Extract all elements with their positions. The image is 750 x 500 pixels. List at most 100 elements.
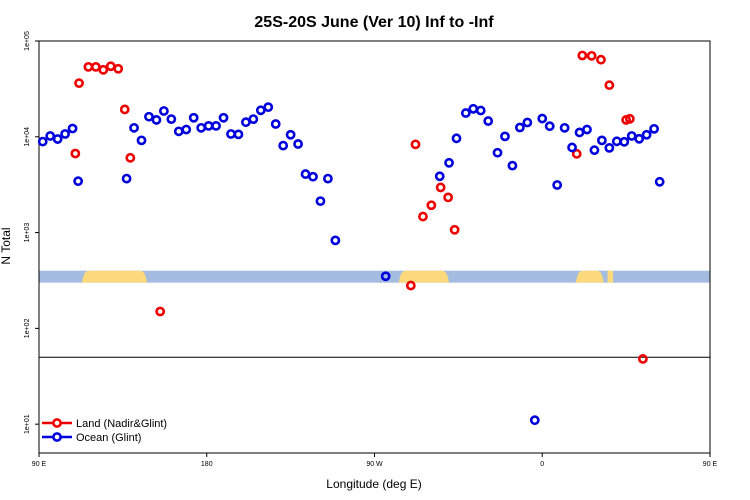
data-point	[626, 131, 637, 141]
data-point	[188, 112, 199, 123]
data-point	[119, 104, 130, 115]
data-point	[449, 224, 460, 235]
data-point	[211, 120, 221, 131]
data-point	[577, 50, 588, 61]
data-point	[435, 182, 446, 193]
data-point	[544, 121, 555, 132]
data-point	[203, 120, 214, 131]
data-point	[507, 160, 518, 171]
data-point	[380, 271, 391, 282]
data-point	[475, 105, 486, 116]
data-point	[537, 113, 548, 124]
data-point	[125, 152, 136, 163]
data-point	[166, 114, 177, 124]
data-point	[263, 102, 274, 113]
x-tick-label: 180	[201, 461, 213, 468]
data-point	[144, 111, 154, 122]
chart-title: 25S-20S June (Ver 10) Inf to -Inf	[254, 14, 494, 31]
data-point	[121, 173, 132, 184]
data-points	[37, 50, 665, 426]
y-tick-label: 1e+02	[24, 318, 31, 338]
plot-frame	[38, 40, 711, 454]
data-point	[218, 112, 229, 123]
surface-band	[39, 270, 710, 283]
data-point	[90, 61, 101, 72]
data-point	[443, 192, 454, 203]
data-point	[233, 129, 244, 140]
data-point	[158, 106, 169, 116]
legend: Land (Nadir&Glint) Ocean (Glint)	[42, 418, 167, 444]
data-point	[483, 116, 494, 126]
data-point	[255, 105, 266, 116]
data-point	[451, 133, 462, 144]
x-tick-label: 90 E	[32, 461, 47, 468]
data-point	[619, 136, 630, 147]
data-point	[278, 140, 289, 151]
data-point	[196, 122, 207, 133]
land-patch	[607, 270, 614, 283]
legend-label: Land (Nadir&Glint)	[76, 418, 167, 430]
data-point	[83, 61, 94, 72]
data-point	[60, 129, 70, 139]
data-point	[181, 124, 192, 135]
land-patch	[575, 270, 604, 283]
y-tick-label: 1e+03	[24, 223, 31, 243]
data-point	[567, 142, 577, 153]
data-point	[638, 354, 648, 364]
x-axis: 90 E 180 90 W 0 90 E	[32, 453, 718, 468]
data-point	[468, 103, 479, 114]
data-point	[596, 135, 607, 146]
land-patch	[81, 270, 148, 283]
data-point	[226, 129, 236, 139]
y-tick-label: 1e+04	[24, 127, 31, 147]
data-point	[74, 78, 84, 89]
y-axis: 1e+01 1e+02 1e+03 1e+04 1e+05	[24, 31, 39, 434]
x-tick-label: 90 E	[703, 461, 718, 468]
data-point	[300, 169, 311, 179]
data-point	[611, 136, 622, 147]
data-point	[330, 235, 341, 246]
data-point	[582, 124, 592, 135]
data-point	[37, 136, 48, 147]
data-point	[500, 131, 510, 142]
data-point	[129, 122, 139, 133]
y-tick-label: 1e+01	[24, 414, 31, 434]
y-axis-label: N Total	[0, 227, 13, 264]
data-point	[589, 145, 600, 156]
data-point	[240, 117, 251, 128]
legend-label: Ocean (Glint)	[76, 432, 141, 444]
data-point	[460, 108, 471, 118]
data-point	[571, 148, 582, 159]
data-point	[604, 80, 615, 91]
data-point	[285, 129, 296, 140]
data-point	[98, 64, 109, 75]
data-point	[113, 63, 124, 74]
land-patch	[398, 270, 450, 283]
data-point	[426, 200, 437, 211]
data-point	[522, 117, 533, 128]
data-point	[552, 180, 563, 190]
data-point	[151, 115, 162, 125]
data-point	[67, 123, 78, 134]
data-point	[514, 122, 525, 133]
y-tick-label: 1e+05	[24, 31, 31, 51]
x-tick-label: 90 W	[366, 461, 383, 468]
data-point	[649, 123, 659, 134]
ocean-series	[37, 102, 665, 426]
data-point	[45, 131, 56, 141]
land-series	[70, 50, 648, 364]
data-point	[604, 142, 615, 153]
data-point	[270, 119, 281, 129]
data-point	[624, 113, 635, 124]
x-tick-label: 0	[540, 461, 544, 468]
data-point	[410, 139, 421, 150]
data-point	[293, 139, 303, 149]
data-point	[529, 415, 540, 426]
data-point	[173, 126, 184, 137]
data-point	[492, 147, 503, 158]
data-point	[105, 61, 116, 72]
data-point	[315, 196, 326, 207]
data-point	[586, 50, 597, 61]
data-point	[73, 176, 84, 187]
